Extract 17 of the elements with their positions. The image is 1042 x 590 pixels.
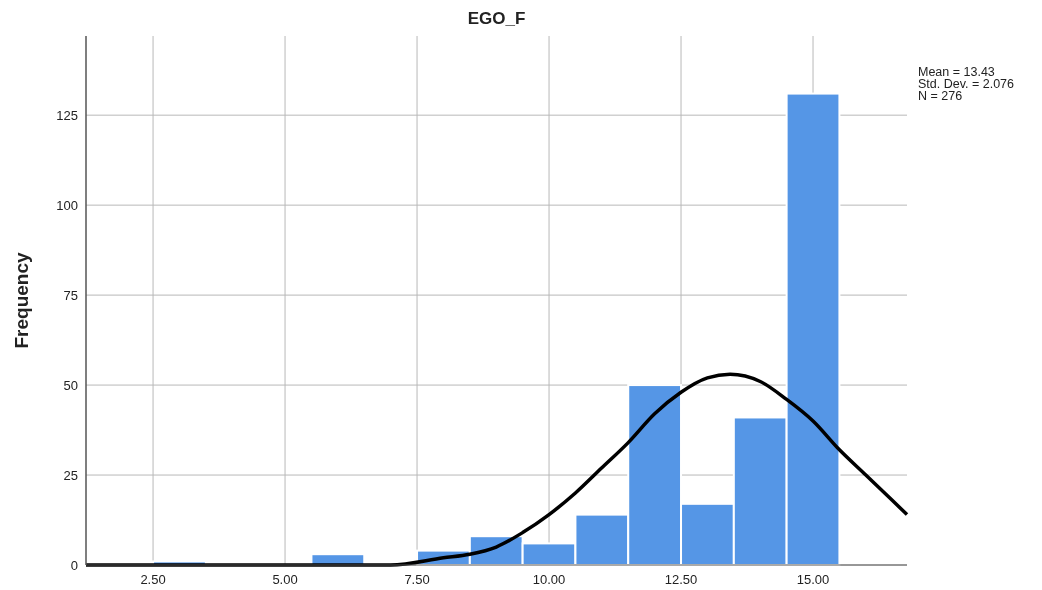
text: Mean = 13.43 [918, 65, 995, 79]
y-tick-label: 125 [56, 108, 78, 124]
y-tick-label: 100 [56, 198, 78, 214]
y-axis-title: Frequency [11, 252, 32, 349]
text: N = 276 [918, 89, 963, 103]
y-tick-label: 0 [70, 558, 78, 573]
chart-title: EGO_F [467, 9, 526, 28]
y-tick-label: 50 [63, 378, 78, 394]
y-tick-label: 75 [63, 288, 78, 304]
x-tick-label: 2.50 [140, 572, 166, 587]
x-tick-label: 5.00 [272, 572, 298, 587]
x-tick-label: 10.00 [532, 572, 566, 587]
x-tick-label: 15.00 [796, 572, 830, 587]
text: Std. Dev. = 2.076 [918, 77, 1015, 91]
y-tick-label: 25 [63, 468, 78, 484]
x-tick-label: 7.50 [404, 572, 430, 587]
x-tick-label: 12.50 [664, 572, 698, 587]
